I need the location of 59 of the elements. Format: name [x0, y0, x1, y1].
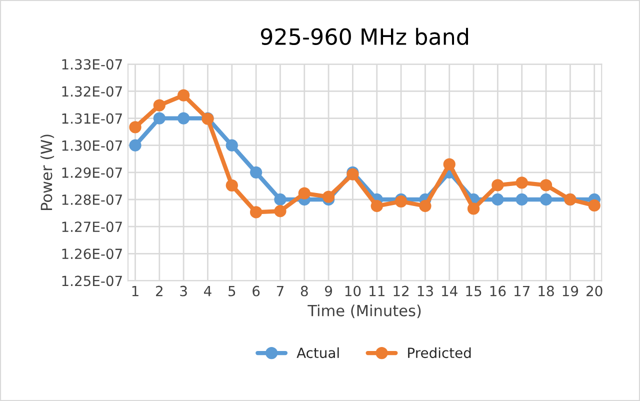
point	[250, 206, 262, 218]
x-tick-label: 6	[252, 286, 260, 296]
x-tick-label: 9	[325, 286, 332, 296]
point	[419, 200, 432, 212]
point	[540, 193, 552, 206]
point	[129, 121, 142, 134]
point	[516, 176, 528, 189]
point	[226, 179, 238, 192]
y-tick-label: 1.30E-07	[62, 140, 122, 151]
x-tick-label: 3	[180, 286, 187, 296]
point	[250, 166, 262, 179]
x-tick-label: 15	[466, 286, 482, 296]
point	[274, 205, 286, 218]
x-tick-label: 19	[562, 286, 578, 296]
y-tick-label: 1.26E-07	[62, 248, 122, 260]
point	[492, 179, 504, 192]
legend-label: Predicted	[408, 347, 471, 358]
y-tick-label: 1.33E-07	[62, 59, 122, 70]
y-tick-label: 1.31E-07	[62, 113, 122, 124]
point	[540, 179, 552, 192]
legend-label: Actual	[296, 347, 339, 358]
x-tick-label: 1	[132, 286, 138, 296]
point	[492, 193, 504, 206]
y-tick-label: 1.29E-07	[62, 167, 122, 178]
y-tick-label: 1.27E-07	[62, 222, 122, 232]
point	[516, 193, 528, 206]
point	[322, 190, 335, 203]
x-tick-label: 17	[514, 286, 530, 296]
y-tick-label: 1.32E-07	[62, 86, 122, 97]
x-tick-label: 13	[418, 286, 433, 296]
point	[298, 187, 310, 200]
x-tick-label: 2	[156, 286, 162, 296]
x-tick-label: 11	[370, 286, 384, 296]
x-tick-label: 7	[276, 286, 284, 296]
x-tick-label: 16	[490, 286, 506, 296]
point	[178, 112, 190, 124]
point	[467, 202, 480, 215]
x-tick-label: 18	[538, 286, 554, 296]
point	[178, 89, 190, 102]
x-tick-label: 10	[345, 286, 361, 296]
point	[274, 193, 286, 206]
point	[370, 200, 383, 212]
x-axis-title: Time (Minutes)	[308, 304, 421, 318]
point	[443, 158, 456, 170]
x-tick-label: 8	[300, 286, 308, 296]
point	[153, 99, 166, 112]
y-axis-title: Power (W)	[40, 134, 54, 210]
x-tick-label: 20	[586, 286, 602, 296]
point	[153, 112, 166, 124]
x-tick-label: 4	[204, 286, 212, 296]
x-tick-label: 5	[228, 286, 236, 296]
x-tick-label: 12	[394, 286, 408, 296]
y-tick-label: 1.25E-07	[62, 276, 122, 286]
chart-title: 925-960 MHz band	[260, 28, 468, 46]
y-tick-label: 1.28E-07	[62, 194, 122, 205]
point	[588, 199, 600, 212]
point	[129, 139, 142, 152]
x-tick-label: 14	[442, 286, 458, 296]
point	[226, 139, 238, 152]
